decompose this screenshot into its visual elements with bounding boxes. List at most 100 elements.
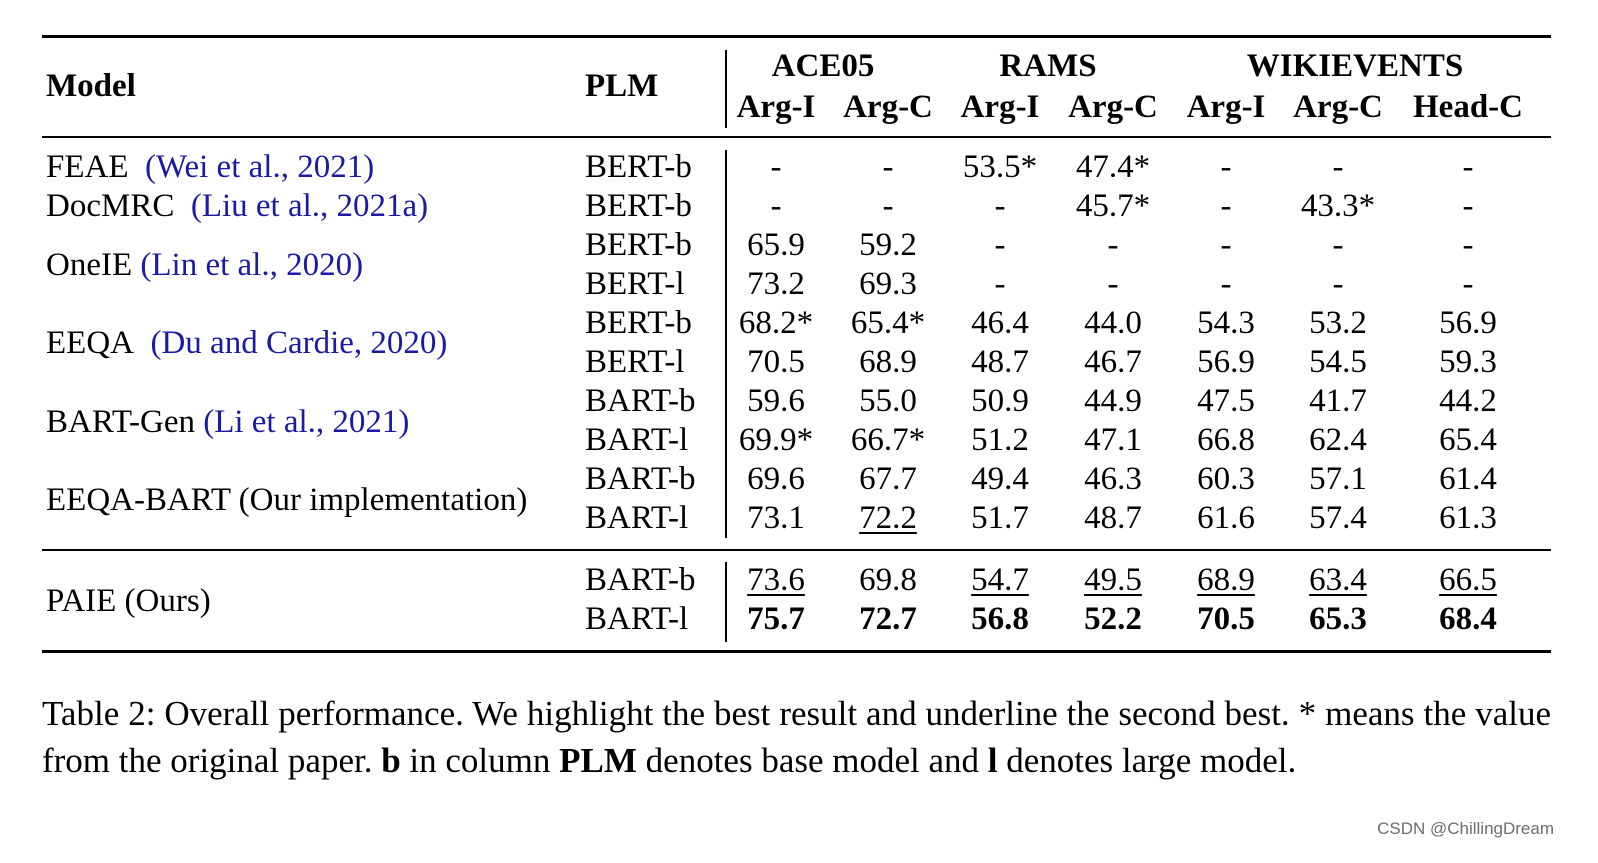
model-name: DocMRC	[46, 188, 175, 224]
score-cell: 59.3	[1439, 344, 1497, 380]
model-citation-link[interactable]: (Liu et al., 2021a)	[190, 188, 429, 224]
model-name-cell: PAIE (Ours)	[46, 585, 211, 618]
model-citation-link[interactable]: (Li et al., 2021)	[203, 404, 410, 440]
plm-cell: BERT-b	[585, 227, 692, 263]
column-header: Arg-C	[843, 89, 933, 125]
score-cell: 46.3	[1084, 461, 1142, 497]
score-cell: 59.6	[747, 383, 805, 419]
score-cell: -	[1462, 266, 1474, 302]
table-caption: Table 2: Overall performance. We highlig…	[42, 690, 1551, 784]
score-cell: 54.5	[1309, 344, 1367, 380]
plm-cell: BERT-b	[585, 305, 692, 341]
model-name: BART-Gen	[46, 404, 195, 440]
score-cell: 70.5	[747, 344, 805, 380]
score-cell: -	[1220, 149, 1232, 185]
model-name-cell: EEQA (Du and Cardie, 2020)	[46, 327, 447, 360]
score-cell: 63.4	[1309, 562, 1367, 598]
column-header: Arg-C	[1068, 89, 1158, 125]
model-citation-link[interactable]: (Du and Cardie, 2020)	[150, 325, 448, 361]
score-cell: 45.7*	[1075, 188, 1151, 224]
score-cell: -	[882, 188, 894, 224]
score-cell: 47.4*	[1075, 149, 1151, 185]
group-header-ace05: ACE05	[771, 48, 875, 84]
score-cell: 48.7	[971, 344, 1029, 380]
model-citation-link[interactable]: (Wei et al., 2021)	[145, 149, 375, 185]
score-cell: 67.7	[859, 461, 917, 497]
score-cell: -	[994, 188, 1006, 224]
body-separator-line	[725, 150, 727, 538]
score-cell: 46.4	[971, 305, 1029, 341]
group-header-wikievents: WIKIEVENTS	[1246, 48, 1464, 84]
plm-cell: BERT-l	[585, 344, 685, 380]
score-cell: 72.7	[859, 601, 917, 637]
score-cell: -	[1332, 266, 1344, 302]
plm-cell: BART-l	[585, 422, 689, 458]
model-citation-link[interactable]: (Lin et al., 2020)	[140, 247, 364, 283]
model-name-cell: BART-Gen (Li et al., 2021)	[46, 406, 409, 439]
model-name-cell: DocMRC (Liu et al., 2021a)	[46, 190, 428, 223]
score-cell: -	[1332, 227, 1344, 263]
plm-header: PLM	[585, 68, 659, 104]
score-cell: -	[1220, 266, 1232, 302]
score-cell: 49.5	[1084, 562, 1142, 598]
model-name-cell: OneIE (Lin et al., 2020)	[46, 249, 363, 282]
score-cell: 47.5	[1197, 383, 1255, 419]
score-cell: -	[1462, 188, 1474, 224]
score-cell: 75.7	[747, 601, 805, 637]
score-cell: 69.9*	[738, 422, 814, 458]
score-cell: 54.7	[971, 562, 1029, 598]
watermark-text: CSDN @ChillingDream	[1377, 819, 1554, 838]
score-cell: 68.2*	[738, 305, 814, 341]
score-cell: 65.4*	[850, 305, 926, 341]
column-header: Arg-I	[736, 89, 816, 125]
score-cell: 51.2	[971, 422, 1029, 458]
score-cell: 50.9	[971, 383, 1029, 419]
score-cell: 61.4	[1439, 461, 1497, 497]
column-header: Arg-C	[1293, 89, 1383, 125]
score-cell: 48.7	[1084, 500, 1142, 536]
score-cell: 66.5	[1439, 562, 1497, 598]
score-cell: 60.3	[1197, 461, 1255, 497]
model-name: EEQA	[46, 325, 134, 361]
score-cell: 73.1	[747, 500, 805, 536]
plm-cell: BERT-b	[585, 188, 692, 224]
caption-bold-b: b	[381, 741, 401, 780]
column-header: Arg-I	[960, 89, 1040, 125]
group-header-rams: RAMS	[999, 48, 1097, 84]
score-cell: 72.2	[859, 500, 917, 536]
score-cell: 44.2	[1439, 383, 1497, 419]
table-mid-rule	[42, 549, 1551, 551]
plm-cell: BART-l	[585, 500, 689, 536]
score-cell: 55.0	[859, 383, 917, 419]
caption-text: Table 2: Overall performance. We highlig…	[42, 694, 1551, 780]
table-top-rule	[42, 35, 1551, 38]
table-bottom-rule	[42, 650, 1551, 653]
column-header: Head-C	[1413, 89, 1523, 125]
score-cell: -	[1107, 227, 1119, 263]
model-name-cell: FEAE (Wei et al., 2021)	[46, 151, 374, 184]
score-cell: 69.3	[859, 266, 917, 302]
model-name-cell: EEQA-BART (Our implementation)	[46, 484, 527, 517]
caption-bold-plm: PLM	[559, 741, 637, 780]
plm-cell: BART-b	[585, 383, 696, 419]
score-cell: 54.3	[1197, 305, 1255, 341]
model-name: PAIE (Ours)	[46, 583, 211, 619]
model-name: EEQA-BART (Our implementation)	[46, 482, 528, 518]
score-cell: 69.8	[859, 562, 917, 598]
model-name: FEAE	[46, 149, 129, 185]
caption-text: denotes large model.	[997, 741, 1297, 780]
plm-cell: BART-l	[585, 601, 689, 637]
score-cell: 70.5	[1197, 601, 1255, 637]
score-cell: 53.2	[1309, 305, 1367, 341]
score-cell: -	[1332, 149, 1344, 185]
score-cell: -	[994, 227, 1006, 263]
score-cell: 41.7	[1309, 383, 1367, 419]
score-cell: 56.9	[1197, 344, 1255, 380]
caption-text: in column	[400, 741, 560, 780]
score-cell: 68.9	[859, 344, 917, 380]
plm-cell: BERT-l	[585, 266, 685, 302]
score-cell: 73.6	[747, 562, 805, 598]
column-header: Arg-I	[1186, 89, 1266, 125]
score-cell: 46.7	[1084, 344, 1142, 380]
caption-text: denotes base model and	[636, 741, 988, 780]
